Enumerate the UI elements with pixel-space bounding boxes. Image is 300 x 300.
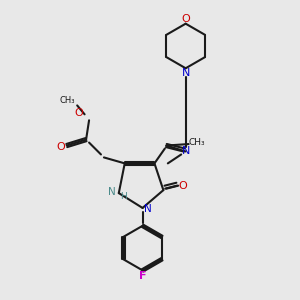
Text: O: O <box>181 14 190 24</box>
Text: CH₃: CH₃ <box>60 96 75 105</box>
Text: N: N <box>182 68 190 78</box>
Text: CH₃: CH₃ <box>189 138 205 147</box>
Text: N: N <box>144 204 152 214</box>
Text: O: O <box>178 181 187 191</box>
Text: N: N <box>108 187 116 196</box>
Text: O: O <box>74 108 83 118</box>
Text: F: F <box>139 271 146 281</box>
Text: H: H <box>120 193 127 202</box>
Text: N: N <box>182 146 190 157</box>
Text: O: O <box>56 142 65 152</box>
